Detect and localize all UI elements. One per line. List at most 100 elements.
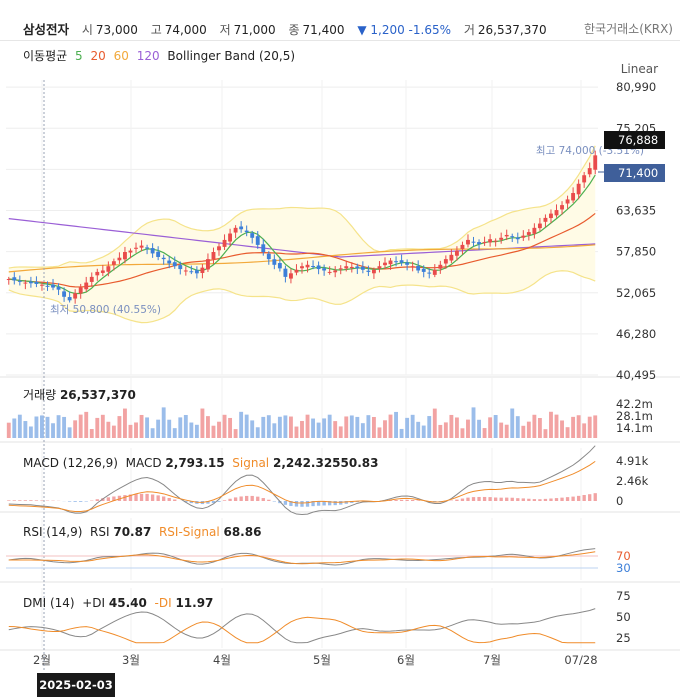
candle-body xyxy=(189,271,194,273)
candle-body xyxy=(338,268,343,270)
ma20-label: 20 xyxy=(90,49,106,63)
volume-bar xyxy=(327,414,332,438)
candle-body xyxy=(28,281,33,284)
candle-body xyxy=(84,282,89,290)
candle-body xyxy=(521,235,526,238)
volume-bar xyxy=(233,429,238,438)
volume-bar xyxy=(333,421,338,438)
candle-body xyxy=(587,168,592,175)
candle-body xyxy=(172,262,177,267)
candle-body xyxy=(78,287,83,294)
volume-bar xyxy=(443,422,448,438)
rsi-signal-value: 68.86 xyxy=(223,525,262,539)
ma60-label: 60 xyxy=(113,49,129,63)
candle-body xyxy=(117,257,122,261)
volume-bar xyxy=(17,414,22,438)
bollinger-lower-line xyxy=(8,270,596,324)
volume-bar xyxy=(217,421,221,438)
candle-body xyxy=(371,269,376,274)
ma-legend[interactable]: 이동평균 5 20 60 120 Bollinger Band (20,5) xyxy=(23,47,299,64)
volume-bar xyxy=(554,414,559,438)
x-tick-label: 3월 xyxy=(122,653,140,667)
volume-bar xyxy=(167,419,172,438)
volume-bar xyxy=(366,415,371,438)
macd-histogram-bar xyxy=(156,495,160,501)
candle-body xyxy=(416,265,421,271)
candle-body xyxy=(466,239,470,245)
candle-body xyxy=(288,273,293,279)
high-label: 고 xyxy=(150,23,162,37)
macd-histogram-bar xyxy=(7,500,11,501)
macd-histogram-bar xyxy=(593,493,597,501)
macd-histogram-bar xyxy=(256,496,260,501)
volume-bar xyxy=(89,429,94,438)
volume-bar xyxy=(255,427,260,438)
macd-histogram-bar xyxy=(455,499,459,501)
macd-histogram-bar xyxy=(23,500,28,501)
candle-body xyxy=(178,265,183,270)
signal-line xyxy=(8,460,596,512)
volume-label: 거 xyxy=(463,23,475,37)
volume-tick-label: 28.1m xyxy=(616,409,653,423)
macd-histogram-bar xyxy=(150,494,155,501)
macd-line xyxy=(8,445,596,516)
macd-histogram-bar xyxy=(316,501,321,506)
volume-bar xyxy=(316,422,321,438)
price-tick-label: 80,990 xyxy=(616,80,656,94)
mdi-line xyxy=(8,616,596,644)
macd-histogram-bar xyxy=(538,499,542,501)
candle-body xyxy=(537,223,542,229)
volume-bar xyxy=(100,414,105,438)
macd-histogram-bar xyxy=(106,497,111,501)
macd-histogram-bar xyxy=(128,494,133,501)
volume-bar xyxy=(576,415,581,438)
rsi-value: 70.87 xyxy=(113,525,152,539)
volume-bar xyxy=(432,408,437,438)
volume-legend: 거래량 26,537,370 xyxy=(23,386,136,403)
macd-histogram-bar xyxy=(300,501,304,507)
candle-body xyxy=(12,277,17,281)
volume-bar xyxy=(510,408,515,438)
candle-body xyxy=(95,271,100,276)
macd-histogram-bar xyxy=(167,497,171,501)
candle-body xyxy=(344,266,349,269)
pdi-label: +DI xyxy=(82,596,106,610)
macd-histogram-bar xyxy=(250,495,254,501)
candle-body xyxy=(34,281,39,284)
candle-body xyxy=(217,246,221,251)
volume-bar xyxy=(571,416,576,438)
macd-histogram-bar xyxy=(543,498,548,501)
candle-body xyxy=(443,259,448,264)
volume-bar xyxy=(349,415,354,438)
volume-bar xyxy=(117,416,122,438)
volume-bar xyxy=(377,427,382,438)
rsi-signal-label: RSI-Signal xyxy=(158,525,220,539)
scale-toggle[interactable]: Linear xyxy=(620,62,658,76)
mdi-value: 11.97 xyxy=(175,596,214,610)
x-tick-label: 07/28 xyxy=(564,653,597,667)
change-value: ▼ 1,200 -1.65% xyxy=(357,23,452,37)
volume-bar xyxy=(405,417,410,438)
candle-body xyxy=(134,247,138,249)
rsi-tick-label: 70 xyxy=(616,549,631,563)
candle-body xyxy=(515,237,520,240)
candle-body xyxy=(438,264,443,269)
candle-body xyxy=(488,239,493,243)
candle-body xyxy=(593,155,598,170)
macd-histogram-bar xyxy=(294,501,299,507)
macd-histogram-bar xyxy=(482,496,487,501)
open-value: 73,000 xyxy=(95,23,138,37)
macd-histogram-bar xyxy=(554,498,559,501)
volume-tick-label: 14.1m xyxy=(616,421,653,435)
price-tick-label: 57,850 xyxy=(616,245,656,259)
x-tick-label: 5월 xyxy=(313,653,331,667)
rsi-panel-label: RSI (14,9) xyxy=(23,525,83,539)
low-value: 71,000 xyxy=(233,23,276,37)
volume-bar xyxy=(145,417,150,438)
dmi-tick-label: 50 xyxy=(616,610,631,624)
macd-histogram-bar xyxy=(582,495,586,501)
volume-bar xyxy=(266,415,271,438)
volume-bar xyxy=(454,417,459,438)
candle-body xyxy=(266,253,271,260)
